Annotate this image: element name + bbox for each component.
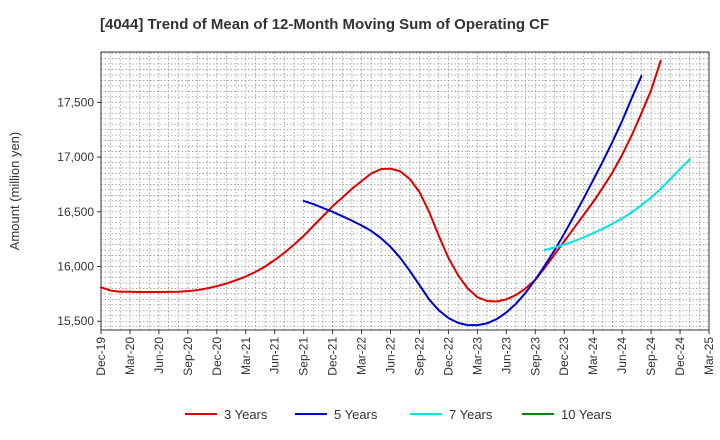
x-tick-label: Dec-22 — [441, 337, 455, 376]
series-line-7-years — [543, 158, 691, 252]
x-tick-label: Jun-21 — [268, 337, 282, 374]
x-tick-label: Sep-20 — [181, 337, 195, 376]
grid — [101, 52, 709, 330]
series-group — [100, 59, 691, 327]
legend-label-3-years: 3 Years — [224, 407, 268, 422]
series-line-5-years — [302, 75, 643, 327]
legend-label-5-years: 5 Years — [334, 407, 378, 422]
y-tick-label: 15,500 — [57, 314, 94, 328]
x-tick-label: Dec-20 — [210, 337, 224, 376]
x-tick-label: Dec-19 — [94, 337, 108, 376]
x-tick-label: Sep-21 — [297, 337, 311, 376]
x-tick-label: Mar-23 — [470, 337, 484, 375]
y-axis: 15,500 16,000 16,500 17,000 17,500 — [57, 95, 101, 328]
x-tick-label: Dec-21 — [326, 337, 340, 376]
x-tick-label: Mar-21 — [239, 337, 253, 375]
x-tick-label: Dec-23 — [557, 337, 571, 376]
x-tick-label: Mar-22 — [355, 337, 369, 375]
x-tick-label: Mar-24 — [586, 337, 600, 375]
x-tick-label: Jun-24 — [615, 337, 629, 374]
legend: 3 Years 5 Years 7 Years 10 Years — [185, 407, 612, 422]
x-tick-label: Sep-23 — [528, 337, 542, 376]
x-tick-label: Jun-20 — [152, 337, 166, 374]
x-tick-label: Sep-22 — [413, 337, 427, 376]
x-tick-label: Mar-20 — [123, 337, 137, 375]
x-tick-label: Jun-22 — [384, 337, 398, 374]
x-tick-label: Dec-24 — [673, 337, 687, 376]
series-line-3-years — [100, 59, 662, 303]
legend-label-7-years: 7 Years — [449, 407, 493, 422]
x-axis: Dec-19 Mar-20 Jun-20 Sep-20 Dec-20 Mar-21 Jun-… — [94, 330, 716, 376]
y-tick-label: 17,500 — [57, 95, 94, 109]
y-tick-label: 16,500 — [57, 205, 94, 219]
y-axis-label: Amount (million yen) — [7, 132, 22, 251]
y-tick-label: 17,000 — [57, 150, 94, 164]
x-tick-label: Mar-25 — [702, 337, 716, 375]
chart-title: [4044] Trend of Mean of 12-Month Moving … — [100, 16, 549, 33]
y-tick-label: 16,000 — [57, 260, 94, 274]
x-tick-label: Sep-24 — [644, 337, 658, 376]
legend-label-10-years: 10 Years — [561, 407, 612, 422]
x-tick-label: Jun-23 — [499, 337, 513, 374]
plot-area-frame — [100, 51, 710, 331]
